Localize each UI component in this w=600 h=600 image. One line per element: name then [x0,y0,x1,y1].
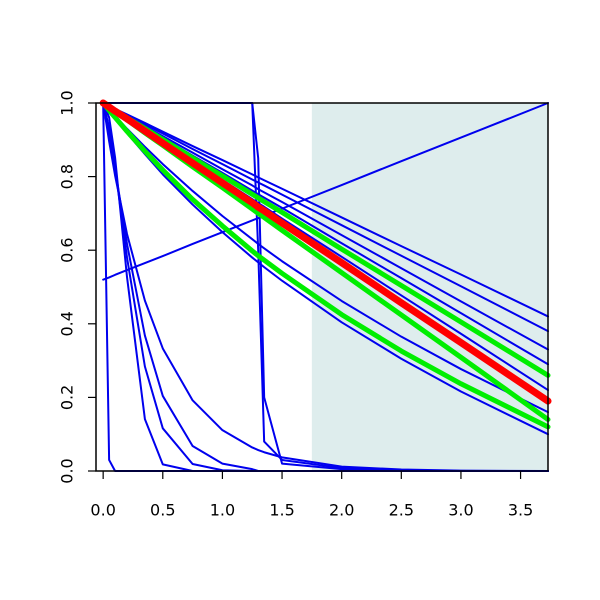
x-tick-label: 0.5 [150,501,175,520]
y-tick-label: 0.4 [58,311,77,336]
x-tick-label: 3.0 [448,501,473,520]
x-tick-label: 2.5 [389,501,414,520]
x-tick-label: 1.0 [210,501,235,520]
y-tick-label: 0.2 [58,385,77,410]
x-tick-label: 2.0 [329,501,354,520]
x-tick-label: 1.5 [269,501,294,520]
x-tick-label: 3.5 [508,501,533,520]
y-tick-label: 1.0 [58,90,77,115]
y-tick-label: 0.8 [58,164,77,189]
series-line [102,102,549,472]
x-tick-label: 0.0 [90,501,115,520]
series-line [99,99,552,405]
series-line [100,100,551,430]
series-line [102,102,549,281]
y-tick-label: 0.0 [58,458,77,483]
y-tick-label: 0.6 [58,237,77,262]
plot-frame [95,102,549,472]
